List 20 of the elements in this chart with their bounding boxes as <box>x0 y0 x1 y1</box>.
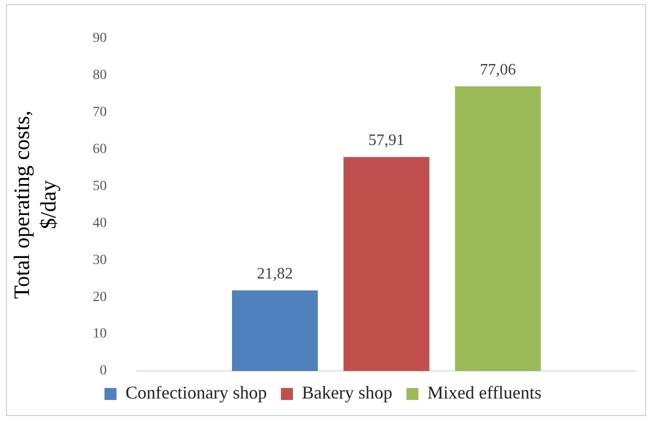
data-label: 77,06 <box>480 61 516 78</box>
y-tick-label: 20 <box>92 290 107 305</box>
legend-label: Confectionary shop <box>125 382 267 403</box>
bar <box>232 290 318 371</box>
legend-label: Bakery shop <box>302 382 392 403</box>
data-label: 21,82 <box>256 266 293 283</box>
y-tick-label: 90 <box>92 31 107 46</box>
y-tick-label: 60 <box>92 142 107 157</box>
y-tick-label: 70 <box>92 104 107 120</box>
y-axis-title: Total operating costs, $/day <box>8 110 60 299</box>
y-tick-label: 80 <box>92 68 107 84</box>
y-tick-label: 50 <box>92 178 107 194</box>
bar <box>343 156 430 371</box>
data-label: 57,91 <box>368 132 404 150</box>
y-tick-label: 30 <box>92 252 107 268</box>
bar <box>454 86 541 371</box>
y-tick-label: 0 <box>100 364 107 379</box>
legend-label: Mixed effluents <box>427 382 542 403</box>
y-tick-label: 40 <box>92 216 107 231</box>
y-tick-label: 10 <box>92 326 107 342</box>
